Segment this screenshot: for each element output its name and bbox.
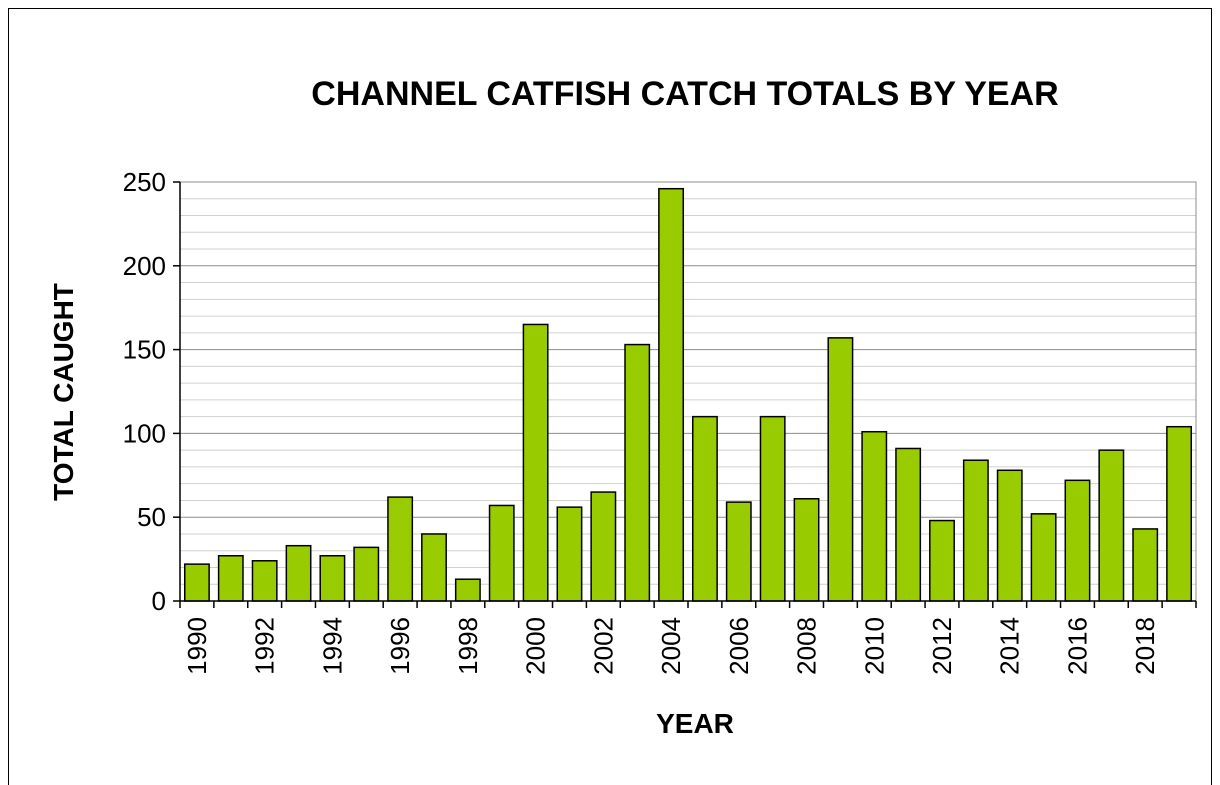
x-tick-label: 2000 — [521, 617, 551, 675]
x-axis: 1990 1992 1994 1996 1998 2000 2002 2004 2006 2008… — [179, 600, 1197, 675]
bar-1996 — [387, 496, 414, 602]
bar-2010 — [861, 430, 888, 602]
grid — [179, 181, 1197, 602]
bar-2003 — [624, 343, 651, 602]
bar-2009 — [827, 337, 854, 602]
bar-2000 — [522, 323, 549, 602]
bar-1993 — [285, 544, 312, 602]
x-tick-label: 2008 — [792, 617, 822, 675]
x-tick-label: 2002 — [588, 617, 618, 675]
y-tick-label: 150 — [123, 335, 166, 365]
x-tick-label: 1992 — [250, 617, 280, 675]
y-tick-label: 250 — [123, 167, 166, 197]
bar-2014 — [996, 469, 1023, 602]
chart-title: CHANNEL CATFISH CATCH TOTALS BY YEAR — [311, 75, 1058, 113]
x-tick-label: 1994 — [317, 617, 347, 675]
y-axis: 0 50 100 150 200 250 — [123, 167, 181, 616]
bar-2008 — [793, 498, 820, 602]
bar-2002 — [590, 491, 617, 602]
bar-2013 — [962, 459, 989, 602]
y-tick-label: 0 — [152, 586, 166, 616]
x-tick-label: 2004 — [656, 617, 686, 675]
x-tick-label: 2006 — [724, 617, 754, 675]
bar-1998 — [454, 578, 481, 602]
y-axis-title: TOTAL CAUGHT — [48, 283, 79, 501]
bar-2016 — [1064, 479, 1091, 602]
x-tick-label: 1990 — [182, 617, 212, 675]
bar-1999 — [488, 504, 515, 602]
bar-2006 — [725, 501, 752, 602]
bar-2018 — [1132, 528, 1159, 602]
bar-2015 — [1030, 513, 1057, 602]
bars — [183, 187, 1193, 602]
bar-1994 — [319, 554, 346, 602]
bar-2017 — [1098, 449, 1125, 602]
x-tick-label: 2012 — [927, 617, 957, 675]
bar-2001 — [556, 506, 583, 602]
y-tick-label: 200 — [123, 251, 166, 281]
bar-2007 — [759, 415, 786, 602]
x-tick-label: 2016 — [1062, 617, 1092, 675]
bar-1997 — [421, 533, 447, 602]
y-tick-label: 100 — [123, 418, 166, 448]
bar-2012 — [929, 519, 955, 602]
bar-1995 — [353, 546, 380, 602]
x-tick-label: 2018 — [1130, 617, 1160, 675]
bar-2005 — [691, 415, 718, 602]
x-tick-label: 1998 — [453, 617, 483, 675]
x-tick-label: 2014 — [995, 617, 1025, 675]
x-axis-title: YEAR — [656, 708, 734, 739]
bar-1990 — [183, 563, 210, 602]
bar-2019 — [1166, 425, 1193, 602]
chart-frame — [8, 8, 1212, 785]
bar-1992 — [251, 560, 278, 602]
x-tick-label: 1996 — [385, 617, 415, 675]
bar-1991 — [217, 554, 244, 602]
y-tick-label: 50 — [137, 502, 166, 532]
bar-2011 — [895, 447, 922, 602]
bar-2004 — [658, 187, 685, 602]
x-tick-label: 2010 — [859, 617, 889, 675]
